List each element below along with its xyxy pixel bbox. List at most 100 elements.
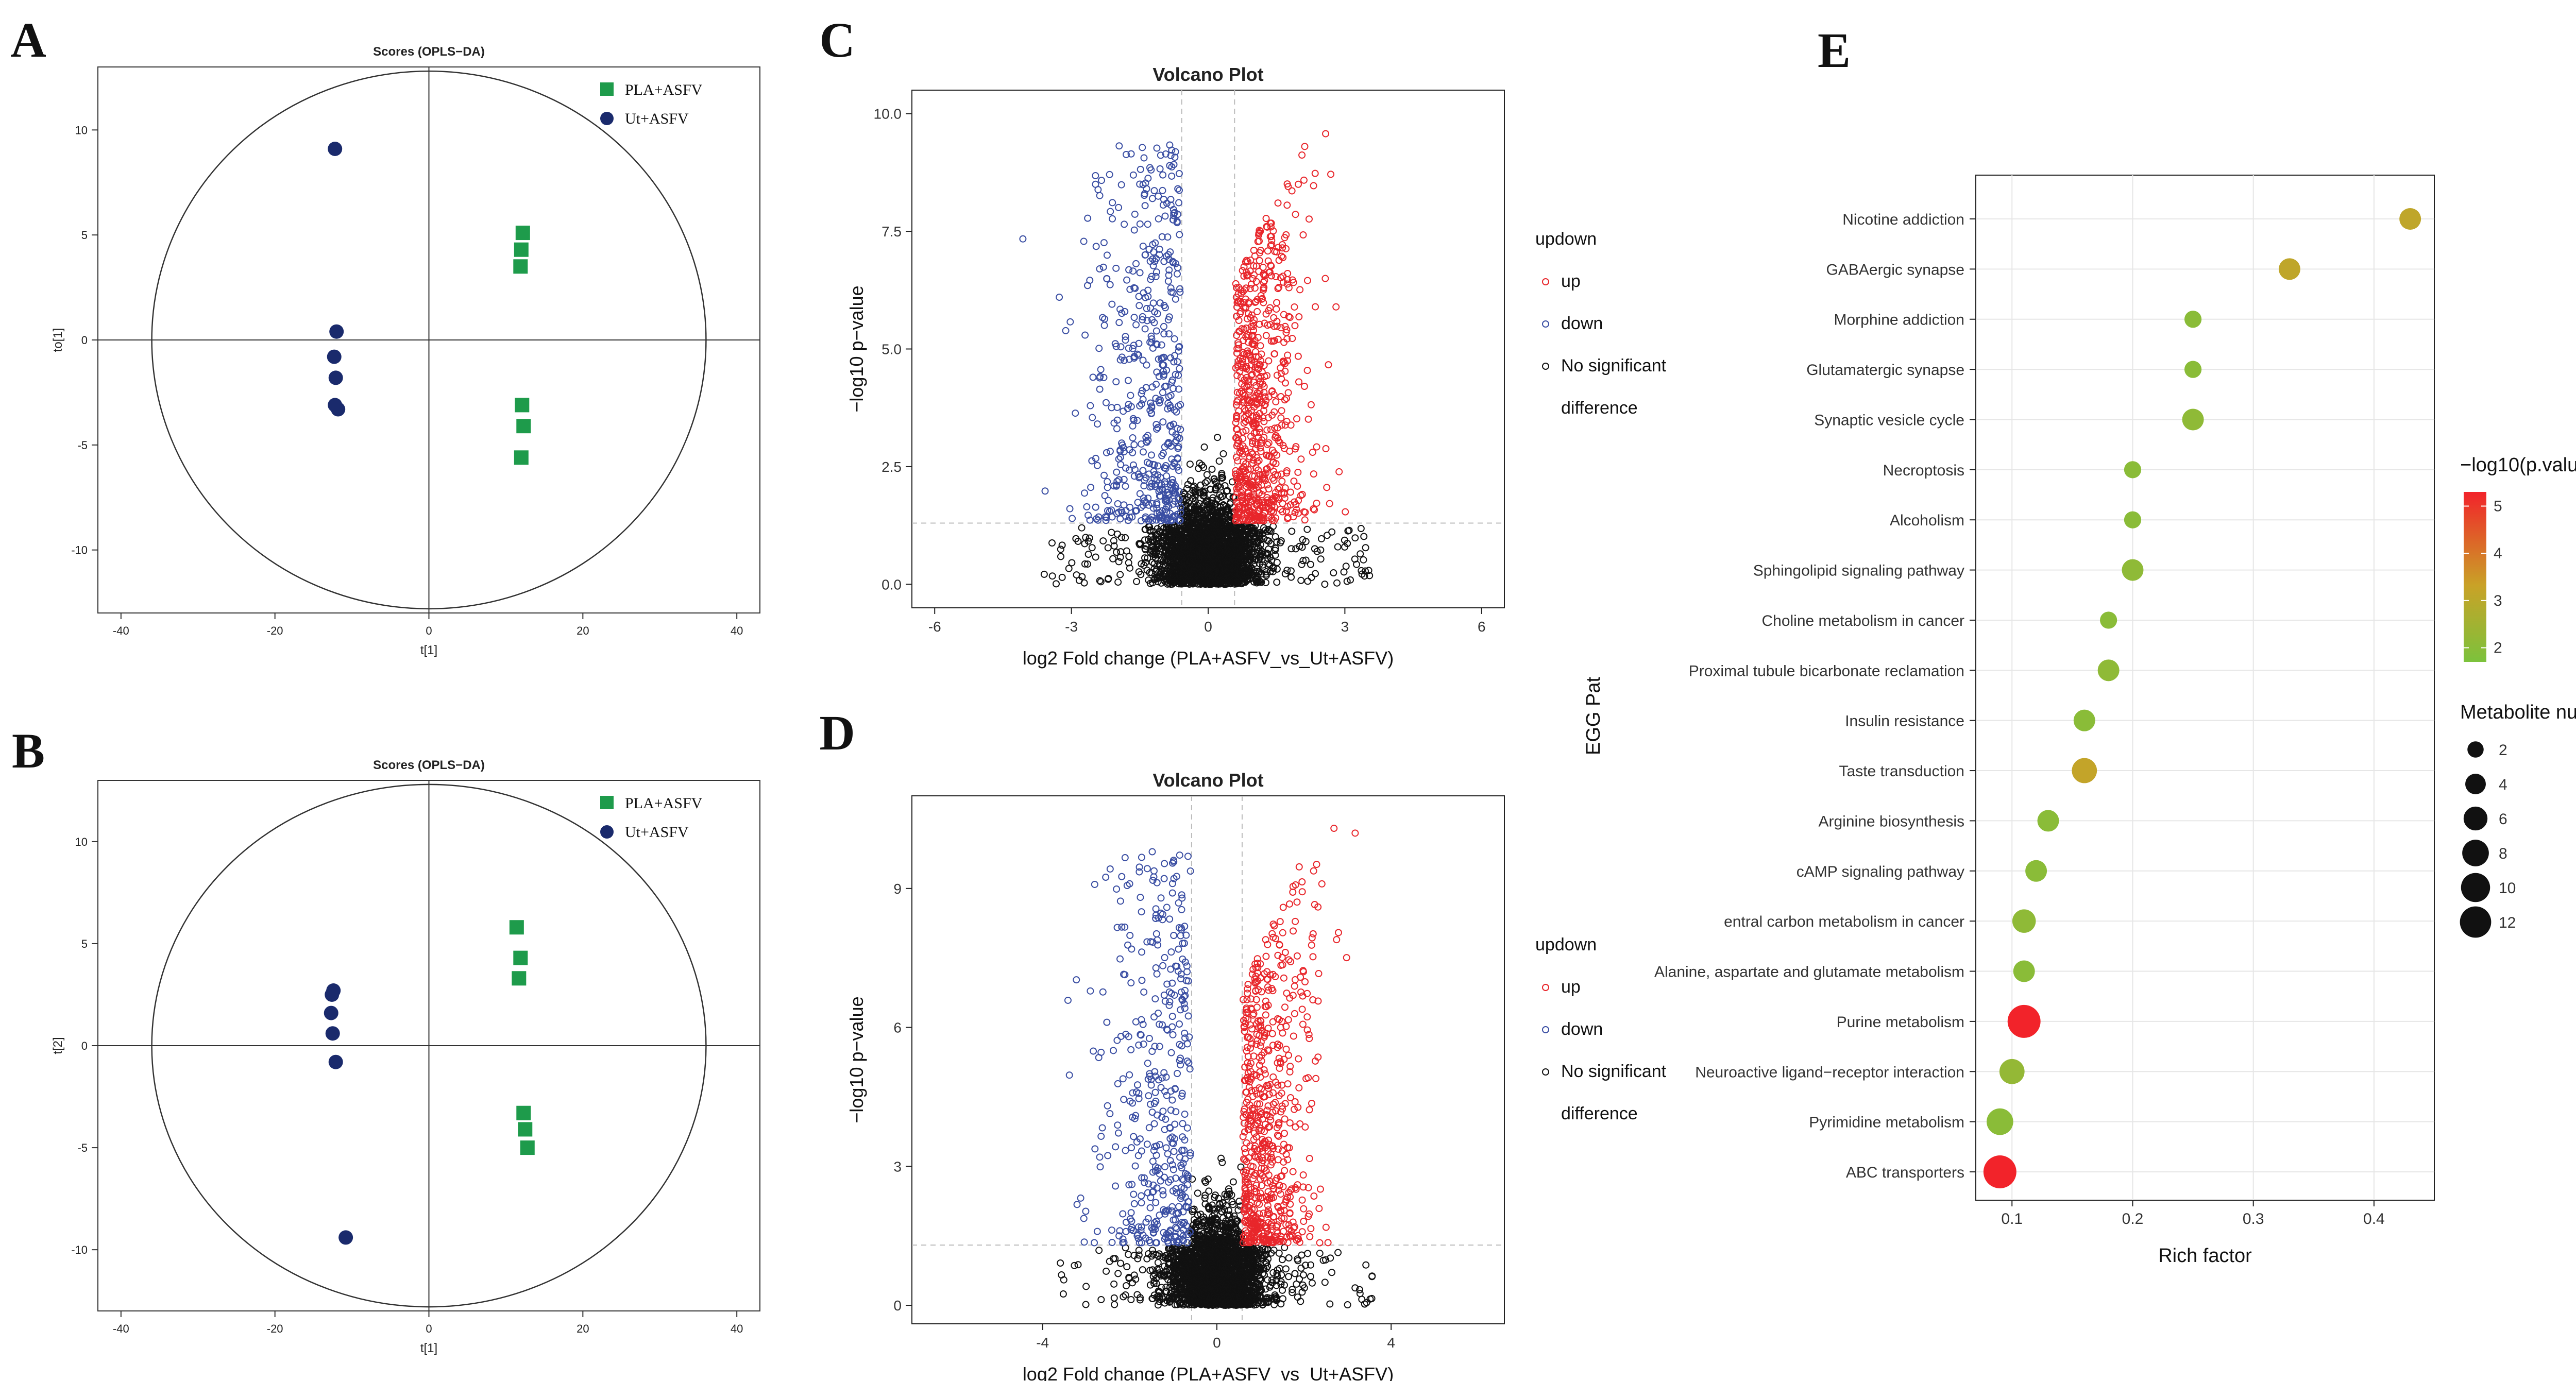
y-tick-label: -5 (77, 1141, 88, 1154)
data-point-circle (331, 402, 346, 417)
point-not-significant (1110, 537, 1117, 544)
data-point-circle (327, 349, 342, 364)
y-axis-label: to[1] (51, 328, 65, 352)
data-point-circle (325, 987, 340, 1002)
chart-title: Scores (OPLS−DA) (373, 45, 485, 59)
x-tick-label: 6 (1478, 619, 1486, 635)
x-tick-label: 0 (1213, 1335, 1221, 1351)
series-pla-asfv (513, 226, 531, 465)
data-point-square (509, 920, 524, 935)
point-not-significant (1099, 537, 1107, 545)
point-not-significant (1114, 578, 1122, 586)
scores-chart-a: Scores (OPLS−DA)-40 -20 0 20 40-10-50510t[1]… (51, 45, 760, 657)
panel-label-e: E (1818, 23, 1851, 78)
data-point-square (513, 259, 528, 274)
legend-label: difference (1561, 398, 1638, 418)
x-tick-label: 3 (1341, 619, 1349, 635)
point-not-significant (1058, 573, 1066, 581)
y-tick-label: 5 (81, 937, 88, 950)
legend-marker-square (600, 82, 614, 96)
confidence-ellipse (151, 70, 707, 610)
x-tick-label: 40 (731, 624, 743, 637)
data-point-circle (338, 1230, 353, 1245)
y-tick-label: 7.5 (882, 224, 902, 240)
confidence-ellipse (151, 783, 707, 1308)
data-point-square (515, 398, 530, 413)
point-not-significant (1288, 527, 1296, 535)
data-point-circle (329, 324, 344, 339)
data-point-circle (325, 1026, 340, 1041)
point-not-significant (1360, 533, 1368, 540)
data-point-square (515, 226, 530, 241)
point-not-significant (1328, 528, 1336, 536)
point-not-significant (1088, 544, 1096, 552)
data-point-square (514, 450, 529, 465)
volcano-points (1019, 130, 1374, 588)
panel-label-b: B (12, 723, 45, 778)
x-tick-label: 0 (1204, 619, 1212, 635)
y-tick-label: 2.5 (882, 459, 902, 475)
y-tick-label: 10.0 (874, 106, 902, 122)
point-not-significant (1200, 464, 1208, 471)
point-not-significant (1215, 457, 1223, 465)
legend-label: PLA+ASFV (625, 81, 703, 98)
x-tick-label: 0 (426, 624, 432, 637)
y-tick-label: 9 (893, 881, 902, 897)
point-not-significant (1281, 570, 1289, 577)
x-axis-label: log2 Fold change (PLA+ASFV_vs_Ut+ASFV) (1023, 1363, 1394, 1381)
point-not-significant (1347, 576, 1354, 584)
chart-title: Scores (OPLS−DA) (373, 758, 485, 772)
point-not-significant (1365, 567, 1372, 574)
y-tick-label: 10 (75, 124, 88, 137)
legend-marker-square (600, 796, 614, 809)
point-not-significant (1057, 545, 1064, 553)
x-tick-label: 4 (1387, 1335, 1395, 1351)
x-tick-label: -20 (267, 624, 283, 637)
data-point-circle (328, 1054, 343, 1069)
point-not-significant (1126, 564, 1133, 572)
chart-title: Volcano Plot (1153, 770, 1263, 791)
point-not-significant (1321, 581, 1329, 588)
y-tick-label: 0 (893, 1298, 902, 1314)
chart-title: Volcano Plot (1153, 64, 1263, 85)
panel-label-c: C (819, 12, 855, 67)
point-not-significant (1262, 578, 1269, 586)
y-tick-label: 5 (81, 229, 88, 242)
data-point-circle (328, 370, 343, 385)
y-tick-label: 0 (81, 334, 88, 347)
data-point-circle (328, 142, 343, 156)
point-not-significant (1150, 560, 1158, 568)
y-tick-label: 0.0 (882, 576, 902, 592)
legend-title: updown (1535, 229, 1597, 249)
legend-label: PLA+ASFV (625, 795, 703, 812)
x-tick-label: 40 (731, 1322, 743, 1335)
series-pla-asfv (509, 920, 535, 1155)
y-axis-label: −log10 p−value (846, 285, 867, 412)
y-axis-label: t[2] (51, 1037, 65, 1054)
point-not-significant (1317, 555, 1325, 563)
point-not-significant (1186, 461, 1194, 468)
legend-label: Ut+ASFV (625, 110, 689, 127)
y-tick-label: -5 (77, 439, 88, 452)
x-tick-label: 20 (577, 1322, 589, 1335)
point-not-significant (1312, 570, 1319, 577)
point-not-significant (1200, 443, 1208, 451)
y-tick-label: 5.0 (882, 342, 902, 357)
data-point-square (514, 242, 529, 257)
point-not-significant (1191, 497, 1199, 505)
point-not-significant (1108, 528, 1115, 536)
point-not-significant (1351, 534, 1359, 542)
y-tick-label: -10 (71, 1243, 88, 1256)
point-not-significant (1068, 559, 1076, 567)
y-axis-label: −log10 p−value (846, 996, 867, 1123)
point-not-significant (1086, 534, 1093, 542)
panel-label-d: D (819, 705, 855, 760)
x-tick-label: -20 (267, 1322, 283, 1335)
series-ut-asfv (324, 983, 353, 1245)
x-tick-label: -3 (1065, 619, 1078, 635)
x-tick-label: -6 (928, 619, 941, 635)
